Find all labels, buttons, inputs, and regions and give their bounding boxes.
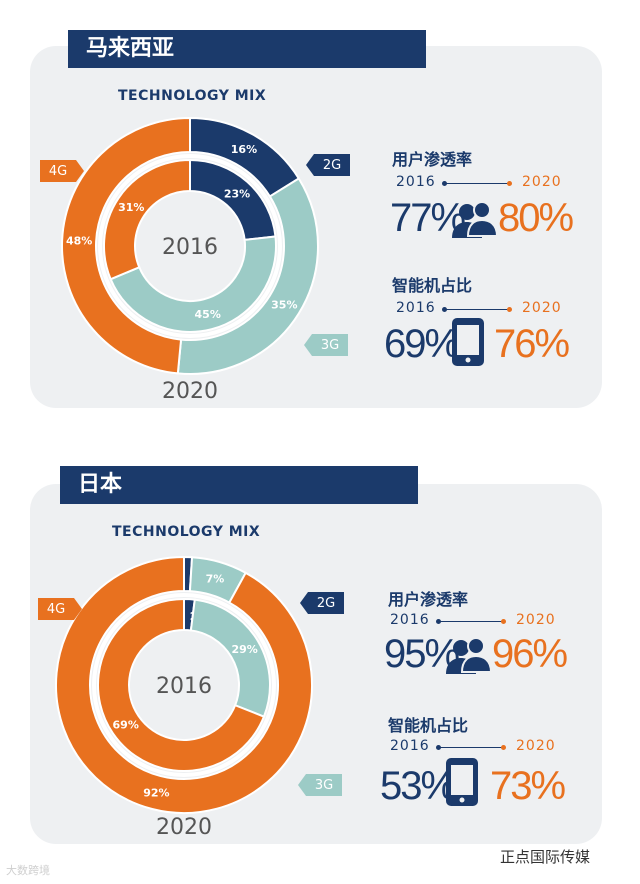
year-from: 2016 [396,174,436,190]
slice-2016-4G [103,158,191,281]
slice-label-2020-4G: 48% [66,235,92,248]
slice-label-2016-4G: 31% [118,201,144,214]
slice-label-2016-4G: 69% [113,719,139,732]
tag-g2 [306,154,350,176]
outer-year-label: 2020 [156,815,212,840]
year-connector [442,181,512,186]
japan-penetration-label: 用户渗透率 [388,590,469,609]
year-connector [436,619,506,624]
year-connector [442,307,512,312]
year-to: 2020 [522,174,562,190]
tag-g3-label: 3G [315,778,333,793]
users-icon [450,200,499,244]
tag-g3 [298,774,342,796]
tag-g4-label: 4G [49,164,67,179]
slice-2020-4G [55,555,313,814]
japan-smartphone-label: 智能机占比 [388,716,469,735]
malaysia-penetration-label: 用户渗透率 [392,150,473,169]
malaysia-penetration-years: 2016 2020 [396,174,576,190]
japan-smartphone-2016: 53% [380,764,456,808]
slice-label-2016-3G: 45% [195,308,221,321]
japan-smartphone-2020: 73% [490,764,566,808]
slice-2020-4G [61,116,191,375]
watermark-right: 正点国际传媒 [500,848,591,866]
tag-g4 [38,598,82,620]
tag-g2-label: 2G [323,158,341,173]
smartphone-icon [442,756,482,812]
users-icon [444,636,493,680]
outer-year-label: 2020 [162,379,218,404]
slice-label-2016-3G: 29% [232,643,258,656]
year-from: 2016 [390,738,430,754]
japan-penetration-years: 2016 2020 [390,612,570,628]
tag-g3-label: 3G [321,338,339,353]
japan-tech-mix-title: TECHNOLOGY MIX [112,524,261,540]
malaysia-tech-mix-title: TECHNOLOGY MIX [118,88,267,104]
watermark-left: 大数跨境 [6,864,50,877]
japan-smartphone-years: 2016 2020 [390,738,570,754]
malaysia-penetration-2020: 80% [498,196,574,240]
smartphone-icon [448,316,488,372]
tag-g3 [304,334,348,356]
ring-separator [92,593,276,777]
year-from: 2016 [390,612,430,628]
malaysia-title: 马来西亚 [68,30,426,68]
slice-2016-4G [97,597,266,772]
slice-label-2020-3G: 35% [271,299,297,312]
malaysia-smartphone-years: 2016 2020 [396,300,576,316]
year-from: 2016 [396,300,436,316]
malaysia-smartphone-2016: 69% [384,322,460,366]
tag-g4-label: 4G [47,602,65,617]
center-year-label: 2016 [156,674,212,699]
ring-separator [98,154,282,338]
slice-label-2020-3G: 7% [206,572,225,585]
slice-2016-3G [109,235,277,333]
center-year-label: 2016 [162,235,218,260]
year-to: 2020 [522,300,562,316]
year-to: 2020 [516,612,556,628]
year-to: 2020 [516,738,556,754]
tag-g4 [40,160,84,182]
slice-label-2020-2G: 16% [231,143,257,156]
tag-g2-label: 2G [317,596,335,611]
tag-g2 [300,592,344,614]
japan-penetration-2020: 96% [492,632,568,676]
japan-title: 日本 [60,466,418,504]
malaysia-smartphone-label: 智能机占比 [392,276,473,295]
year-connector [436,745,506,750]
malaysia-smartphone-2020: 76% [494,322,570,366]
slice-label-2016-2G: 23% [224,187,250,200]
slice-2020-3G [176,177,319,375]
slice-label-2020-4G: 92% [143,787,169,800]
